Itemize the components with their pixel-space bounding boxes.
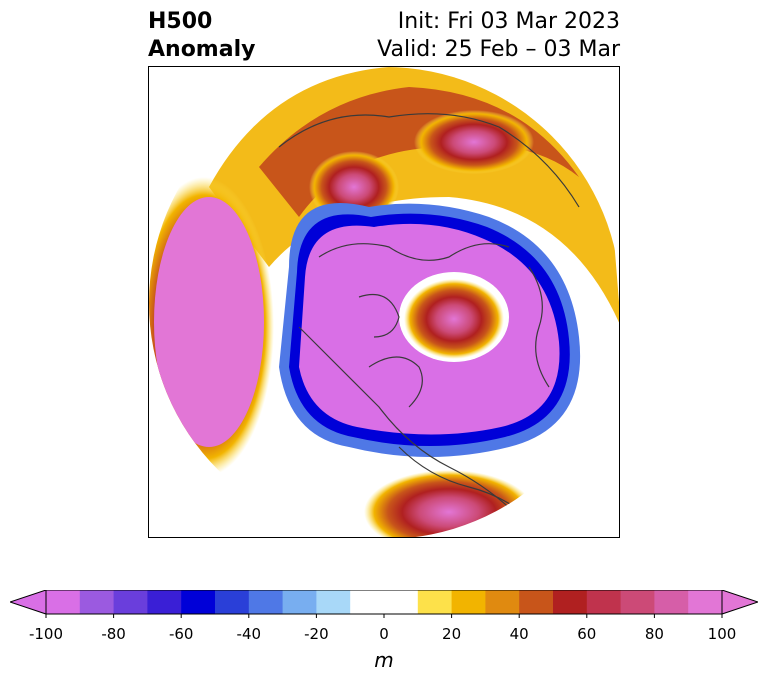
colorbar-tick-label: -100 [28,625,64,643]
colorbar-bin [316,590,351,614]
colorbar-tick-label: -40 [236,625,262,643]
title-field: Anomaly [148,37,256,62]
title-variable: H500 [148,9,213,34]
map-title-right: Init: Fri 03 Mar 2023 Valid: 25 Feb – 03… [377,8,620,64]
ridge-europe [404,279,504,359]
colorbar-bin [79,590,115,614]
coastlines [278,113,580,528]
colorbar-bin [350,590,385,614]
colorbar-bin [248,590,284,614]
colorbar [10,590,758,618]
map-canvas [149,67,619,537]
colorbar-tick-label: 100 [707,625,737,643]
colorbar-tick-label: 80 [644,625,664,643]
colorbar-extend-high [721,590,758,615]
colorbar-bin [451,590,486,614]
colorbar-bin [553,590,588,614]
colorbar-bin [113,590,148,614]
colorbar-bin [688,590,723,614]
colorbar-tick-label: 40 [509,625,529,643]
valid-range: Valid: 25 Feb – 03 Mar [377,37,620,62]
colorbar-bin [282,590,317,614]
colorbar-extend-low [10,590,47,615]
colorbar-tick-label: 60 [577,625,597,643]
colorbar-bin [147,590,182,614]
colorbar-bin [485,590,520,614]
colorbar-bin [654,590,689,614]
colorbar-bin [586,590,622,614]
colorbar-bin [620,590,655,614]
colorbar-tick-label: 0 [379,625,389,643]
ridge-west-core [154,197,264,447]
colorbar-bin [519,590,554,614]
colorbar-tick-label: -20 [304,625,329,643]
colorbar-bin [215,590,250,614]
anomaly-map [148,66,620,538]
ridge-siberia [414,110,534,174]
colorbar-bin [417,590,453,614]
colorbar-tick-label: -60 [168,625,194,643]
colorbar-tick-label: 20 [442,625,462,643]
colorbar-bin [384,590,419,614]
colorbar-tick-label: -80 [101,625,126,643]
colorbar-bin [46,590,81,614]
init-time: Init: Fri 03 Mar 2023 [397,9,620,34]
colorbar-bin [181,590,216,614]
map-title-left: H500 Anomaly [148,8,255,64]
colorbar-unit: m [374,648,394,672]
